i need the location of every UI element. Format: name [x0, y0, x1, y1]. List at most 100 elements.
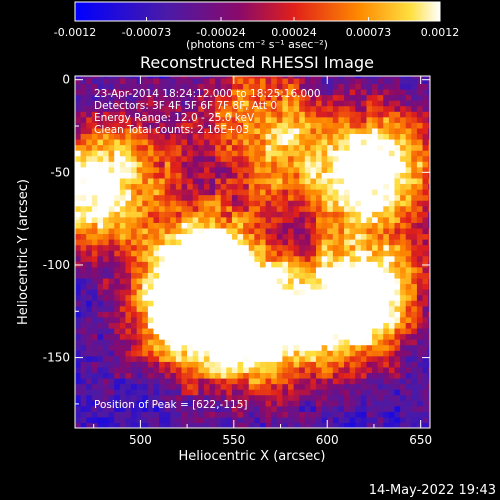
heatmap-cell	[332, 122, 340, 129]
heatmap-cell	[360, 200, 368, 207]
heatmap-cell	[355, 105, 362, 112]
heatmap-cell	[299, 172, 306, 179]
heatmap-cell	[192, 261, 199, 268]
heatmap-cell	[203, 105, 211, 112]
heatmap-cell	[310, 261, 317, 268]
heatmap-cell	[332, 366, 340, 374]
heatmap-cell	[209, 244, 216, 251]
colorbar-tick-label: -0.00073	[122, 26, 171, 39]
heatmap-cell	[248, 100, 255, 107]
heatmap-cell	[372, 266, 379, 273]
heatmap-cell	[293, 289, 300, 296]
heatmap-cell	[383, 183, 390, 190]
heatmap-cell	[136, 272, 143, 279]
heatmap-cell	[405, 311, 412, 318]
heatmap-cell	[265, 333, 272, 340]
heatmap-cell	[310, 277, 317, 285]
heatmap-cell	[192, 416, 199, 424]
heatmap-cell	[175, 322, 183, 329]
heatmap-cell	[316, 389, 323, 396]
heatmap-cell	[282, 300, 289, 307]
heatmap-cell	[327, 344, 334, 351]
heatmap-cell	[119, 339, 127, 346]
heatmap-cell	[400, 133, 407, 140]
heatmap-cell	[175, 77, 183, 85]
heatmap-cell	[125, 361, 132, 368]
heatmap-cell	[91, 300, 99, 307]
heatmap-cell	[181, 133, 188, 140]
heatmap-cell	[327, 411, 334, 418]
heatmap-cell	[422, 322, 429, 329]
heatmap-cell	[159, 76, 166, 79]
heatmap-cell	[383, 255, 390, 262]
heatmap-cell	[86, 277, 93, 285]
heatmap-cell	[276, 322, 283, 329]
heatmap-cell	[355, 200, 362, 207]
heatmap-cell	[220, 389, 227, 396]
heatmap-cell	[293, 339, 300, 346]
heatmap-cell	[349, 94, 356, 101]
heatmap-cell	[243, 76, 250, 79]
heatmap-cell	[175, 316, 183, 323]
heatmap-cell	[355, 222, 362, 229]
heatmap-cell	[198, 138, 205, 146]
heatmap-cell	[97, 233, 104, 240]
heatmap-cell	[383, 389, 390, 396]
heatmap-cell	[349, 177, 356, 185]
heatmap-cell	[282, 194, 289, 201]
heatmap-cell	[394, 127, 401, 135]
heatmap-cell	[203, 216, 211, 223]
heatmap-cell	[259, 150, 267, 157]
heatmap-cell	[411, 389, 418, 396]
heatmap-cell	[304, 261, 312, 268]
heatmap-cell	[108, 189, 115, 196]
heatmap-cell	[405, 422, 412, 428]
heatmap-cell	[215, 311, 222, 318]
heatmap-cell	[388, 305, 396, 312]
heatmap-cell	[181, 366, 188, 374]
heatmap-cell	[360, 300, 368, 307]
heatmap-cell	[147, 266, 155, 273]
heatmap-cell	[203, 239, 211, 246]
heatmap-cell	[203, 300, 211, 307]
heatmap-cell	[428, 194, 430, 201]
heatmap-cell	[226, 316, 233, 323]
heatmap-cell	[271, 294, 278, 301]
heatmap-cell	[304, 133, 312, 140]
heatmap-cell	[203, 150, 211, 157]
heatmap-cell	[153, 344, 160, 351]
heatmap-cell	[293, 166, 300, 173]
heatmap-cell	[411, 194, 418, 201]
heatmap-cell	[108, 166, 115, 173]
heatmap-cell	[209, 261, 216, 268]
heatmap-cell	[428, 405, 430, 412]
heatmap-cell	[248, 77, 255, 85]
heatmap-cell	[265, 94, 272, 101]
heatmap-cell	[400, 233, 407, 240]
y-tick-label: 0	[62, 73, 70, 87]
heatmap-cell	[108, 105, 115, 112]
heatmap-cell	[231, 127, 239, 135]
x-tick-label: 600	[316, 433, 339, 447]
heatmap-cell	[321, 355, 328, 362]
heatmap-cell	[226, 83, 233, 90]
heatmap-cell	[349, 111, 356, 118]
heatmap-cell	[215, 166, 222, 173]
heatmap-cell	[220, 122, 227, 129]
heatmap-cell	[327, 416, 334, 424]
heatmap-cell	[86, 361, 93, 368]
heatmap-cell	[231, 333, 239, 340]
heatmap-cell	[119, 305, 127, 312]
heatmap-cell	[114, 161, 121, 168]
heatmap-cell	[125, 377, 132, 385]
heatmap-cell	[181, 194, 188, 201]
heatmap-cell	[192, 116, 199, 123]
heatmap-cell	[349, 394, 356, 401]
heatmap-cell	[170, 333, 177, 340]
heatmap-cell	[131, 116, 138, 123]
heatmap-cell	[259, 122, 267, 129]
heatmap-cell	[299, 389, 306, 396]
heatmap-cell	[271, 255, 278, 262]
heatmap-cell	[114, 94, 121, 101]
heatmap-cell	[265, 239, 272, 246]
